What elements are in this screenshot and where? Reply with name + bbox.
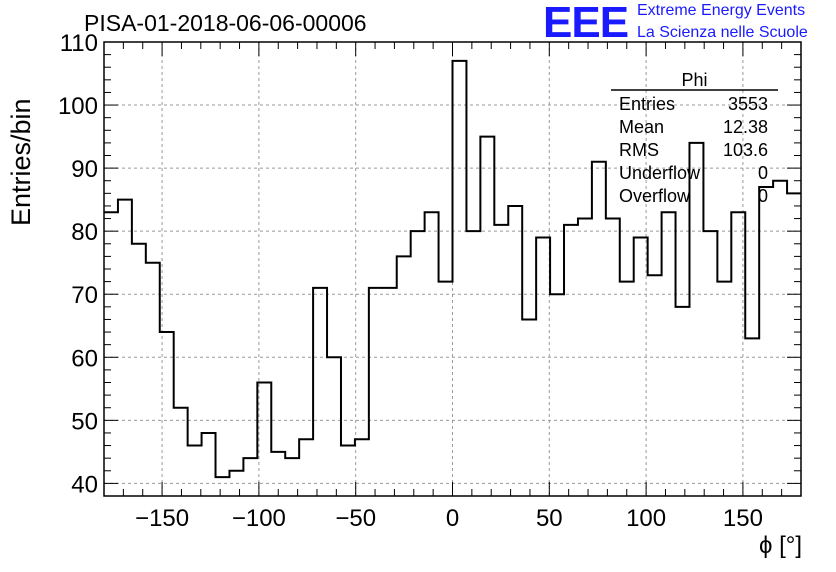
logo-subtitle-1: Extreme Energy Events [637, 2, 806, 19]
stats-row-value: 0 [758, 163, 768, 183]
y-tick-label: 100 [58, 93, 98, 120]
axis-ticks: −150 −100 −50 0 50 100 150 40 50 60 70 80 90 100 110 [58, 30, 802, 532]
x-tick-label: −150 [135, 505, 189, 532]
x-tick-label: 50 [536, 505, 563, 532]
y-tick-label: 50 [71, 408, 98, 435]
stats-row-label: Entries [619, 94, 675, 114]
stats-row-value: 3553 [728, 94, 768, 114]
stats-row-label: Underflow [619, 163, 701, 183]
eee-logo: EEE [543, 0, 629, 47]
histogram-title: PISA-01-2018-06-06-00006 [84, 10, 367, 36]
logo-subtitle-2: La Scienza nelle Scuole [637, 24, 808, 41]
stats-row-value: 12.38 [723, 117, 768, 137]
x-tick-label: −50 [335, 505, 376, 532]
histogram-outline [104, 59, 801, 479]
stats-box: Phi Entries 3553 Mean 12.38 RMS 103.6 Underflow… [611, 70, 778, 206]
stats-row-label: Mean [619, 117, 664, 137]
y-tick-label: 60 [71, 345, 98, 372]
y-tick-label: 90 [71, 156, 98, 183]
stats-row-value: 103.6 [723, 140, 768, 160]
grid-lines [104, 41, 801, 496]
y-tick-label: 40 [71, 471, 98, 498]
y-tick-label: 80 [71, 219, 98, 246]
y-tick-label: 110 [60, 30, 98, 57]
x-axis-label: ϕ [°] [758, 532, 802, 559]
y-tick-label: 70 [71, 282, 98, 309]
stats-row-label: Overflow [619, 186, 691, 206]
x-tick-label: 100 [626, 505, 666, 532]
x-tick-label: 150 [723, 505, 763, 532]
stats-row-label: RMS [619, 140, 659, 160]
x-tick-label: 0 [446, 505, 459, 532]
stats-row-value: 0 [758, 186, 768, 206]
stats-box-name: Phi [681, 70, 707, 90]
x-tick-label: −100 [232, 505, 286, 532]
histogram-bars [104, 59, 801, 479]
